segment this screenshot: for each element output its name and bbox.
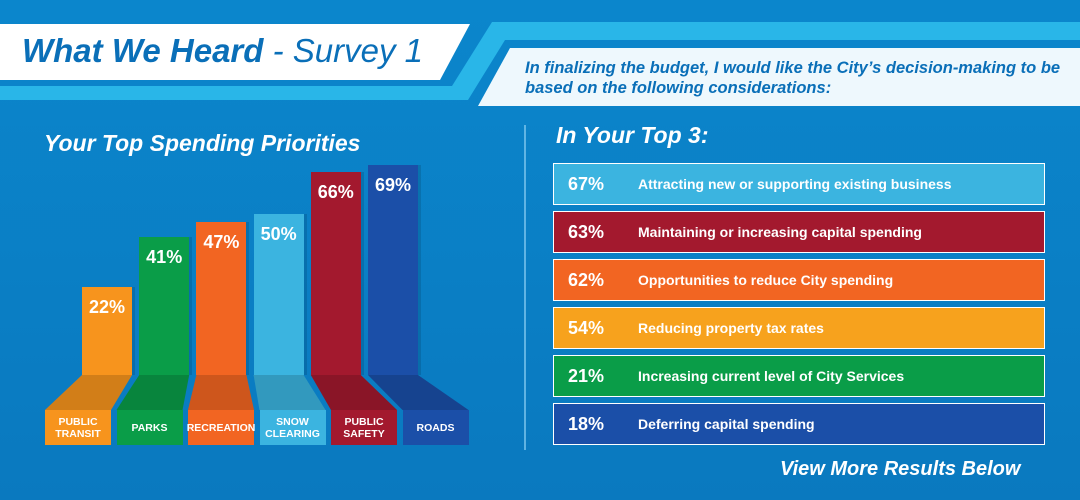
value-label: 22% (88, 296, 126, 317)
bar-floor (45, 375, 132, 410)
bar-floor (253, 375, 326, 410)
row-label: Increasing current level of City Service… (638, 368, 905, 384)
category-label: RECREATION (187, 410, 255, 445)
result-row: 54% Reducing property tax rates (553, 307, 1045, 349)
bar: 41% (139, 237, 190, 375)
value-label: 41% (146, 247, 183, 268)
bar-floor-shade (116, 375, 190, 410)
row-label: Opportunities to reduce City spending (638, 272, 894, 288)
bar-floor-shade (310, 375, 397, 410)
title-main: What We Heard (22, 32, 264, 69)
result-row: 21% Increasing current level of City Serv… (553, 355, 1045, 397)
value-label: 50% (260, 224, 297, 244)
bar-floor (188, 375, 254, 410)
question-banner (478, 48, 1080, 106)
percent-label: 67% (568, 173, 605, 194)
category-label: PUBLIC SAFETY (331, 410, 397, 445)
value-label: 66% (317, 182, 354, 203)
result-row: 18% Deferring capital spending (553, 403, 1045, 445)
bar-floor-shade (188, 375, 254, 410)
percent-label: 21% (568, 365, 605, 386)
value-label: 47% (203, 231, 240, 252)
value-label: 69% (374, 174, 412, 195)
bar: 22% (82, 286, 132, 375)
bar-floor-shade (253, 375, 326, 410)
row-label: Attracting new or supporting existing bu… (638, 176, 952, 192)
bar-floor-shade (45, 375, 132, 410)
question: In finalizing the budget, I would like t… (525, 59, 1061, 97)
banner-stripe (0, 22, 1080, 100)
result-row: 62% Opportunities to reduce City spending (553, 259, 1045, 301)
percent-label: 18% (568, 413, 605, 434)
title-sub: - Survey 1 (272, 32, 423, 69)
row-label: Deferring capital spending (638, 416, 815, 432)
category-label: SNOW CLEARING (259, 410, 326, 445)
percent-label: 63% (568, 221, 605, 242)
row-label: Reducing property tax rates (638, 320, 824, 336)
list-title: In Your Top 3: (556, 122, 709, 148)
result-row: 63% Maintaining or increasing capital spe… (553, 211, 1045, 253)
bar: 47% (196, 221, 247, 375)
category-label: PUBLIC TRANSIT (45, 410, 111, 445)
percent-label: 54% (568, 317, 605, 338)
bar-floor (368, 375, 469, 410)
title-banner (0, 24, 470, 80)
category-label: ROADS (402, 410, 469, 445)
chart-title: Your Top Spending Priorities (44, 130, 361, 156)
bar-floor (310, 375, 397, 410)
bar: 66% (310, 172, 361, 375)
footer-link[interactable]: View More Results Below (780, 458, 1021, 480)
bar-floor (116, 375, 190, 410)
bar-floor-shade (368, 375, 469, 410)
category-label: PARKS (116, 410, 183, 445)
result-row: 67% Attracting new or supporting existing… (553, 163, 1045, 205)
bar: 50% (253, 214, 304, 375)
percent-label: 62% (568, 269, 605, 290)
bar: 69% (368, 164, 418, 375)
row-label: Maintaining or increasing capital spendi… (638, 224, 922, 240)
page-title: What We Heard - Survey 1 (22, 32, 423, 70)
